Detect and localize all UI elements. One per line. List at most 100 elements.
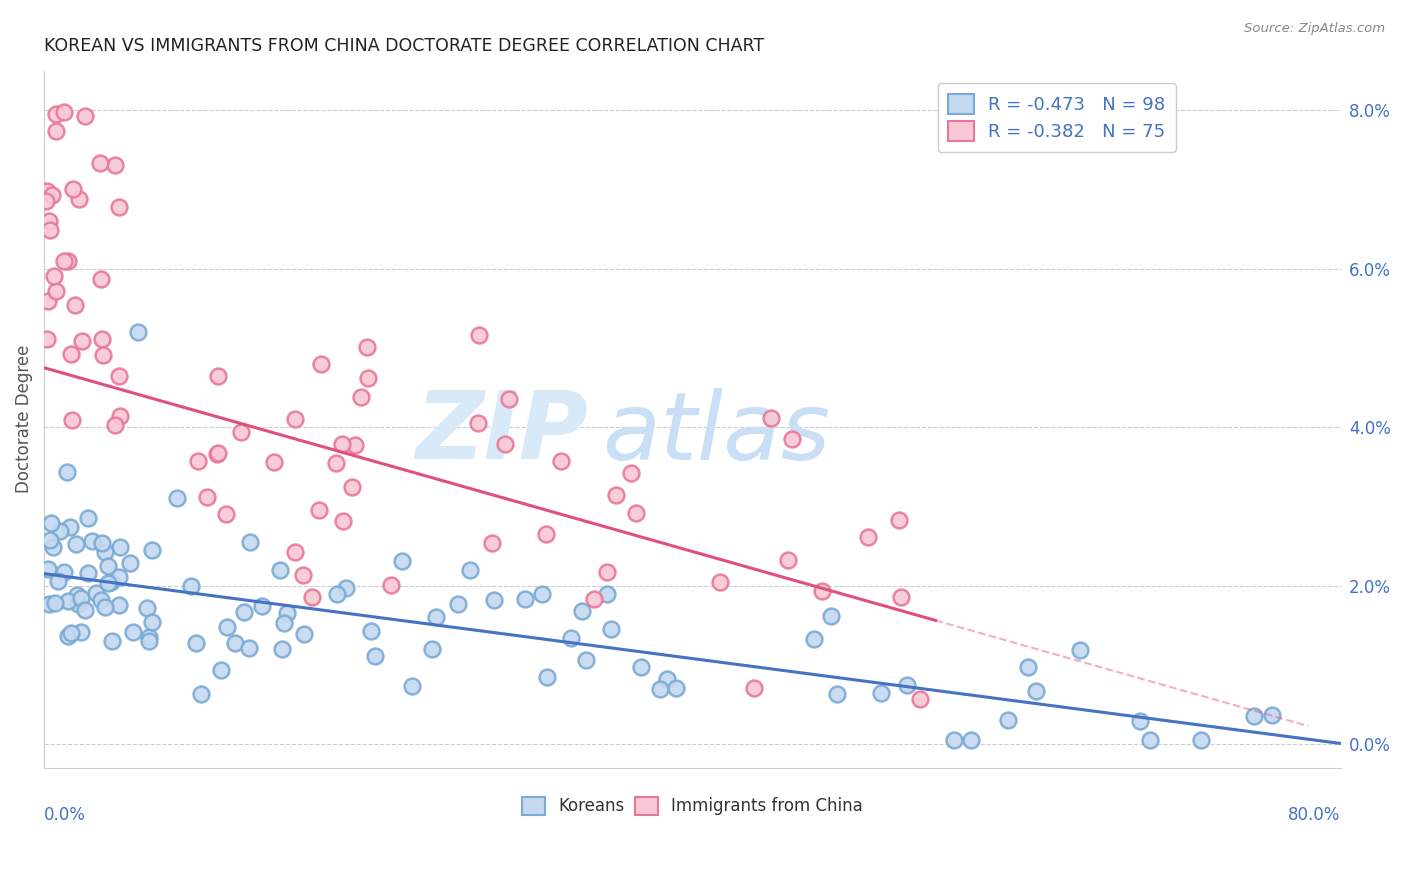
Point: [59, 347, 82, 361]
Point: [759, 411, 782, 425]
Point: [108, 409, 131, 424]
Point: [207, 369, 229, 384]
Point: [207, 446, 229, 460]
Point: [101, 634, 124, 648]
Point: [1069, 643, 1091, 657]
Point: [35, 332, 58, 346]
Point: [60, 413, 83, 427]
Point: [138, 630, 160, 644]
Point: [184, 636, 207, 650]
Point: [52, 254, 75, 268]
Point: [498, 392, 520, 406]
Point: [270, 641, 292, 656]
Point: [599, 622, 621, 636]
Point: [108, 200, 131, 214]
Point: [571, 604, 593, 618]
Point: [141, 542, 163, 557]
Point: [224, 636, 246, 650]
Point: [70, 334, 93, 348]
Point: [63, 298, 86, 312]
Point: [97, 559, 120, 574]
Point: [1129, 714, 1152, 729]
Point: [37, 294, 59, 309]
Point: [135, 601, 157, 615]
Point: [340, 480, 363, 494]
Point: [1017, 659, 1039, 673]
Point: [48, 524, 70, 539]
Point: [108, 540, 131, 554]
Point: [534, 527, 557, 541]
Point: [97, 576, 120, 591]
Point: [52, 105, 75, 120]
Point: [215, 620, 238, 634]
Point: [65, 588, 87, 602]
Point: [811, 583, 834, 598]
Point: [75, 109, 97, 123]
Point: [187, 454, 209, 468]
Point: [45, 285, 67, 299]
Point: [531, 587, 554, 601]
Point: [481, 535, 503, 549]
Point: [269, 564, 291, 578]
Point: [166, 491, 188, 505]
Point: [90, 333, 112, 347]
Point: [1261, 707, 1284, 722]
Point: [344, 437, 367, 451]
Point: [332, 514, 354, 528]
Point: [665, 681, 688, 695]
Point: [44, 107, 66, 121]
Point: [276, 607, 298, 621]
Point: [626, 506, 648, 520]
Point: [467, 416, 489, 430]
Point: [655, 672, 678, 686]
Point: [349, 390, 371, 404]
Point: [335, 581, 357, 595]
Point: [308, 503, 330, 517]
Point: [35, 184, 58, 198]
Point: [56, 465, 79, 479]
Point: [69, 624, 91, 639]
Point: [482, 593, 505, 607]
Point: [67, 192, 90, 206]
Text: 80.0%: 80.0%: [1288, 806, 1341, 824]
Point: [34, 194, 56, 208]
Point: [1189, 733, 1212, 747]
Point: [292, 627, 315, 641]
Point: [550, 454, 572, 468]
Point: [94, 544, 117, 558]
Point: [1243, 708, 1265, 723]
Point: [38, 597, 60, 611]
Point: [356, 340, 378, 354]
Point: [42, 540, 65, 554]
Point: [141, 615, 163, 629]
Point: [48, 574, 70, 589]
Point: [291, 567, 314, 582]
Point: [107, 598, 129, 612]
Point: [239, 534, 262, 549]
Point: [820, 609, 842, 624]
Text: Source: ZipAtlas.com: Source: ZipAtlas.com: [1244, 22, 1385, 36]
Point: [325, 456, 347, 470]
Point: [195, 490, 218, 504]
Point: [468, 328, 491, 343]
Point: [360, 624, 382, 639]
Point: [357, 371, 380, 385]
Point: [780, 432, 803, 446]
Point: [744, 681, 766, 695]
Text: ZIP: ZIP: [416, 387, 589, 479]
Point: [93, 599, 115, 614]
Point: [56, 253, 79, 268]
Point: [301, 590, 323, 604]
Point: [605, 488, 627, 502]
Point: [100, 574, 122, 589]
Point: [104, 417, 127, 432]
Text: 0.0%: 0.0%: [44, 806, 86, 824]
Point: [207, 446, 229, 460]
Point: [943, 733, 966, 747]
Point: [91, 348, 114, 362]
Point: [709, 574, 731, 589]
Point: [447, 597, 470, 611]
Point: [960, 733, 983, 747]
Point: [401, 679, 423, 693]
Point: [380, 577, 402, 591]
